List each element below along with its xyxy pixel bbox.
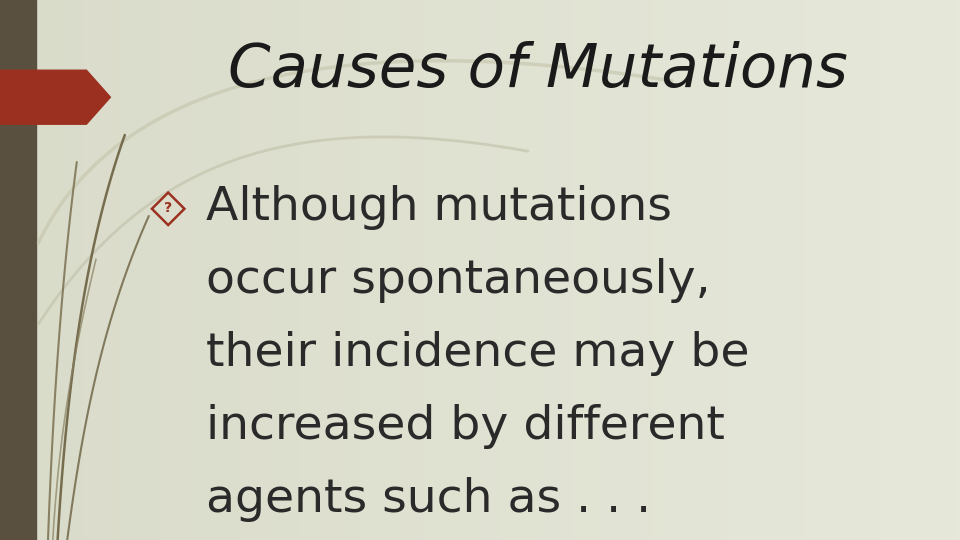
Text: agents such as . . .: agents such as . . . <box>206 477 652 522</box>
Text: their incidence may be: their incidence may be <box>206 331 750 376</box>
Text: ◇: ◇ <box>150 185 186 231</box>
Text: Causes of Mutations: Causes of Mutations <box>228 40 848 100</box>
Text: Although mutations: Although mutations <box>206 185 672 231</box>
Text: occur spontaneously,: occur spontaneously, <box>206 258 711 303</box>
Bar <box>0 0 36 540</box>
Polygon shape <box>0 70 110 124</box>
Text: increased by different: increased by different <box>206 404 725 449</box>
Text: ?: ? <box>164 201 172 215</box>
